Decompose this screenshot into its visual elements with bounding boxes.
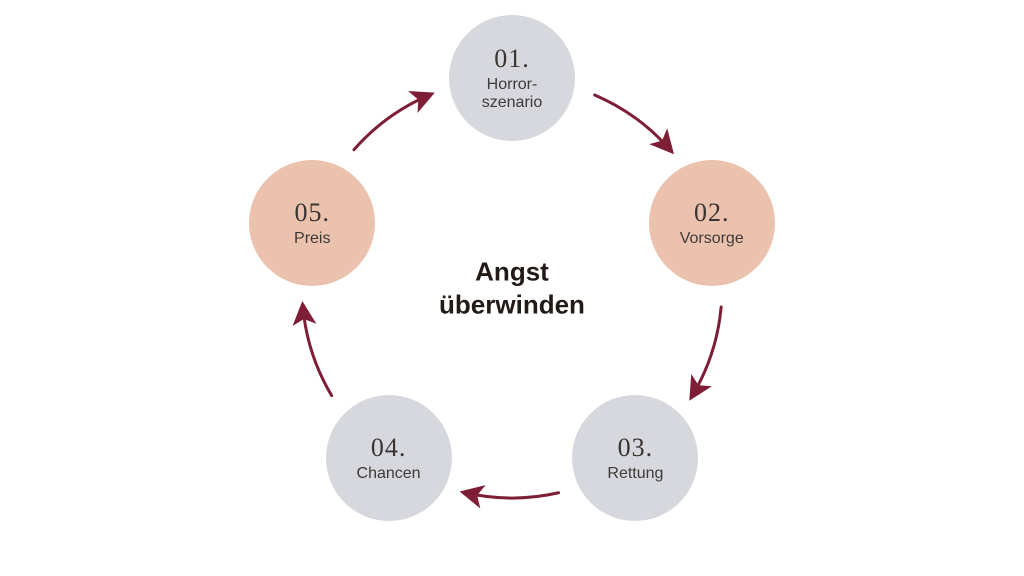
node-label: Preis [294,230,330,248]
cycle-arrow [692,307,721,396]
cycle-node-05: 05. Preis [249,160,375,286]
node-label: Rettung [607,465,663,483]
node-number: 01. [494,44,530,74]
center-title: Angst überwinden [439,256,585,321]
cycle-arrow [303,307,332,396]
node-number: 04. [371,433,407,463]
cycle-arrow [465,493,558,498]
cycle-arrow [354,95,429,150]
node-number: 05. [295,198,331,228]
cycle-node-02: 02. Vorsorge [649,160,775,286]
cycle-node-01: 01. Horror- szenario [449,15,575,141]
node-label: Vorsorge [680,230,744,248]
cycle-node-04: 04. Chancen [326,395,452,521]
node-label: Chancen [357,465,421,483]
cycle-arrow [595,95,670,150]
node-number: 02. [694,198,730,228]
cycle-node-03: 03. Rettung [572,395,698,521]
node-label: Horror- szenario [482,76,542,113]
cycle-diagram: Angst überwinden 01. Horror- szenario 02… [0,0,1024,576]
node-number: 03. [618,433,654,463]
